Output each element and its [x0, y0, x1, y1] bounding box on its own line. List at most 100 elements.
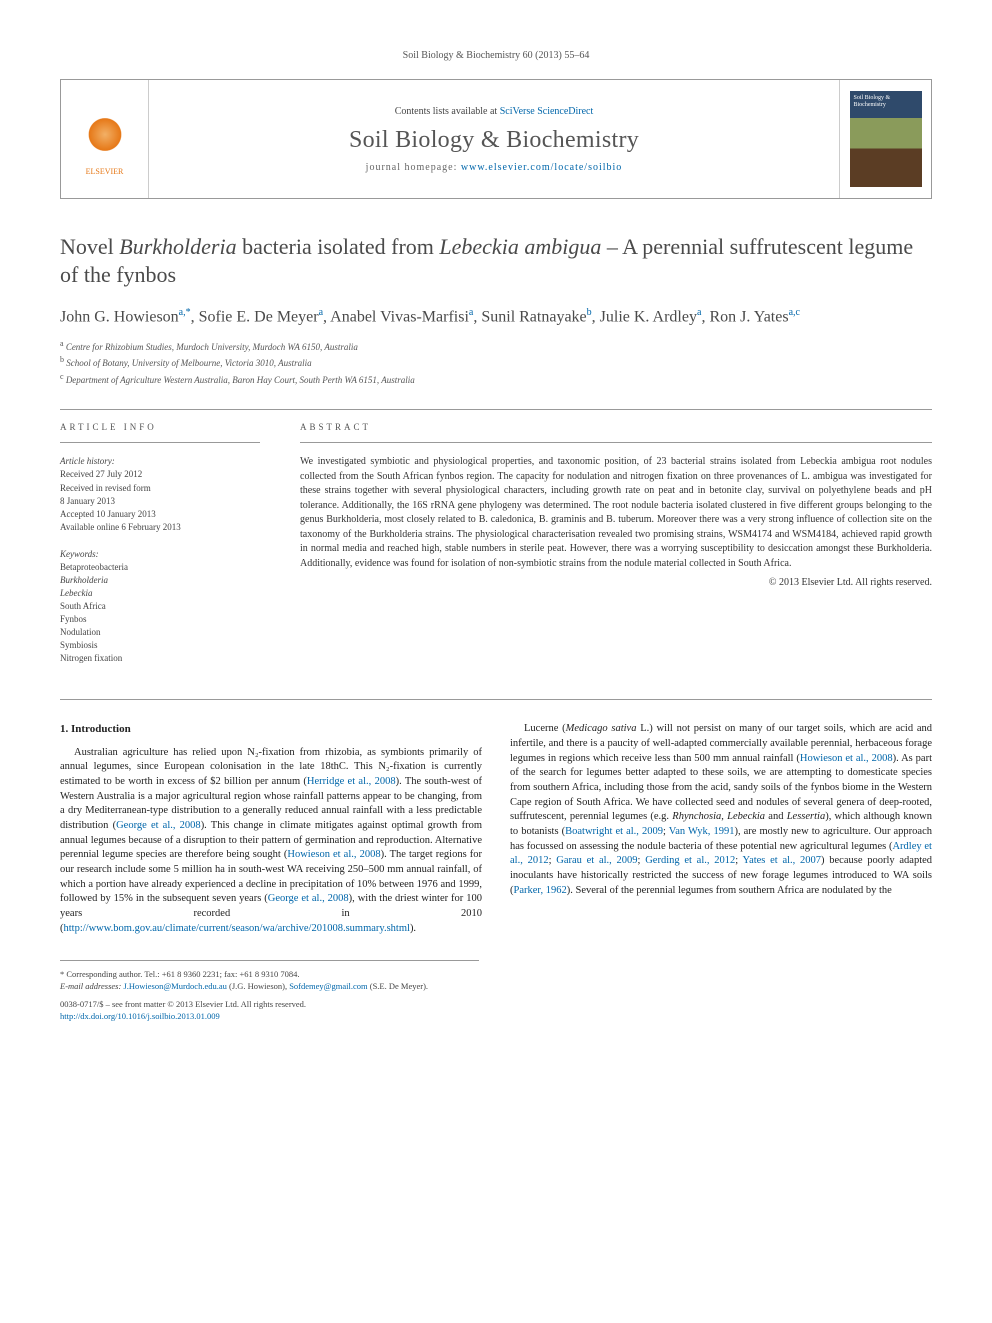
- citation-link[interactable]: Gerding et al., 2012: [645, 855, 735, 866]
- keyword: Betaproteobacteria: [60, 561, 260, 574]
- author-name: John G. Howieson: [60, 308, 179, 325]
- citation-link[interactable]: Yates et al., 2007: [743, 855, 822, 866]
- doi-block: 0038-0717/$ – see front matter © 2013 El…: [60, 999, 479, 1023]
- citation-link[interactable]: Boatwright et al., 2009: [565, 826, 663, 837]
- homepage-prefix: journal homepage:: [366, 162, 461, 173]
- citation-link[interactable]: Herridge et al., 2008: [307, 776, 396, 787]
- rule: [60, 442, 260, 443]
- title-italic: Lebeckia ambigua: [439, 234, 601, 259]
- url-link[interactable]: http://www.bom.gov.au/climate/current/se…: [64, 923, 410, 934]
- title-text: bacteria isolated from: [237, 234, 440, 259]
- homepage-link[interactable]: www.elsevier.com/locate/soilbio: [461, 162, 622, 173]
- corresponding-author: * Corresponding author. Tel.: +61 8 9360…: [60, 969, 479, 981]
- body-italic: Lebeckia: [727, 811, 765, 822]
- cover-thumbnail-cell: Soil Biology & Biochemistry: [839, 80, 931, 198]
- keyword: Nitrogen fixation: [60, 652, 260, 665]
- contents-prefix: Contents lists available at: [395, 106, 500, 117]
- doi-link[interactable]: http://dx.doi.org/10.1016/j.soilbio.2013…: [60, 1011, 220, 1021]
- citation-link[interactable]: George et al., 2008: [116, 820, 201, 831]
- body-text: ;: [735, 855, 742, 866]
- rule: [300, 442, 932, 443]
- body-columns: 1. Introduction Australian agriculture h…: [60, 722, 932, 936]
- email-who: (S.E. De Meyer).: [368, 981, 428, 991]
- publisher-logo-cell: ELSEVIER: [61, 80, 149, 198]
- email-link[interactable]: Sofdemey@gmail.com: [289, 981, 367, 991]
- title-italic: Burkholderia: [119, 234, 236, 259]
- affiliation: c Department of Agriculture Western Aust…: [60, 371, 932, 388]
- email-who: (J.G. Howieson),: [227, 981, 289, 991]
- author-list: John G. Howiesona,*, Sofie E. De Meyera,…: [60, 306, 932, 328]
- page: Soil Biology & Biochemistry 60 (2013) 55…: [0, 0, 992, 1073]
- article-info-head: ARTICLE INFO: [60, 422, 260, 432]
- author-affil-sup: b: [587, 307, 592, 318]
- citation-link[interactable]: George et al., 2008: [268, 893, 349, 904]
- journal-title: Soil Biology & Biochemistry: [349, 127, 639, 154]
- history-line: Received in revised form: [60, 482, 260, 495]
- keyword: Burkholderia: [60, 574, 260, 587]
- abstract-column: ABSTRACT We investigated symbiotic and p…: [300, 422, 932, 679]
- rule: [60, 409, 932, 410]
- email-line: E-mail addresses: J.Howieson@Murdoch.edu…: [60, 981, 479, 993]
- affiliation-list: a Centre for Rhizobium Studies, Murdoch …: [60, 338, 932, 388]
- history-line: Received 27 July 2012: [60, 468, 260, 481]
- publisher-name: ELSEVIER: [86, 167, 124, 176]
- email-link[interactable]: J.Howieson@Murdoch.edu.au: [123, 981, 226, 991]
- running-head: Soil Biology & Biochemistry 60 (2013) 55…: [60, 50, 932, 61]
- title-text: Novel: [60, 234, 119, 259]
- abstract-text: We investigated symbiotic and physiologi…: [300, 455, 932, 571]
- homepage-line: journal homepage: www.elsevier.com/locat…: [366, 162, 623, 173]
- section-heading: 1. Introduction: [60, 722, 482, 737]
- email-label: E-mail addresses:: [60, 981, 121, 991]
- front-matter-line: 0038-0717/$ – see front matter © 2013 El…: [60, 999, 479, 1011]
- body-text: Lucerne (: [524, 723, 566, 734]
- citation-link[interactable]: Garau et al., 2009: [556, 855, 637, 866]
- banner-center: Contents lists available at SciVerse Sci…: [149, 80, 839, 198]
- citation-link[interactable]: Van Wyk, 1991: [669, 826, 735, 837]
- citation-link[interactable]: Howieson et al., 2008: [287, 849, 380, 860]
- journal-banner: ELSEVIER Contents lists available at Sci…: [60, 79, 932, 199]
- affiliation: a Centre for Rhizobium Studies, Murdoch …: [60, 338, 932, 355]
- elsevier-tree-icon: [82, 117, 128, 167]
- info-abstract-row: ARTICLE INFO Article history: Received 2…: [60, 422, 932, 679]
- article-history-block: Article history: Received 27 July 2012Re…: [60, 455, 260, 533]
- author-affil-sup: a,*: [179, 307, 191, 318]
- author-name: Sofie E. De Meyer: [199, 308, 319, 325]
- body-text: ). Several of the perennial legumes from…: [567, 885, 892, 896]
- citation-link[interactable]: Parker, 1962: [514, 885, 567, 896]
- article-title: Novel Burkholderia bacteria isolated fro…: [60, 233, 932, 288]
- body-text: ).: [410, 923, 416, 934]
- sciencedirect-link[interactable]: SciVerse ScienceDirect: [500, 106, 594, 117]
- history-label: Article history:: [60, 455, 260, 468]
- author-name: Julie K. Ardley: [600, 308, 697, 325]
- journal-cover-thumbnail: Soil Biology & Biochemistry: [850, 91, 922, 187]
- body-text: and: [765, 811, 787, 822]
- keyword: Nodulation: [60, 626, 260, 639]
- author-affil-sup: a,c: [789, 307, 800, 318]
- article-info-column: ARTICLE INFO Article history: Received 2…: [60, 422, 260, 679]
- author-name: Sunil Ratnayake: [481, 308, 586, 325]
- author-affil-sup: a: [469, 307, 473, 318]
- abstract-head: ABSTRACT: [300, 422, 932, 432]
- author-affil-sup: a: [697, 307, 701, 318]
- history-line: 8 January 2013: [60, 495, 260, 508]
- keyword: Fynbos: [60, 613, 260, 626]
- keyword: Symbiosis: [60, 639, 260, 652]
- paragraph: Australian agriculture has relied upon N…: [60, 746, 482, 937]
- author-name: Ron J. Yates: [709, 308, 788, 325]
- elsevier-logo: ELSEVIER: [75, 102, 135, 176]
- abstract-copyright: © 2013 Elsevier Ltd. All rights reserved…: [300, 577, 932, 588]
- rule: [60, 699, 932, 700]
- body-italic: Rhynchosia: [672, 811, 721, 822]
- body-italic: Lessertia: [787, 811, 826, 822]
- footnotes: * Corresponding author. Tel.: +61 8 9360…: [60, 960, 479, 993]
- keywords-block: Keywords: BetaproteobacteriaBurkholderia…: [60, 548, 260, 665]
- contents-line: Contents lists available at SciVerse Sci…: [395, 106, 594, 117]
- citation-link[interactable]: Howieson et al., 2008: [800, 753, 893, 764]
- keyword: South Africa: [60, 600, 260, 613]
- history-line: Available online 6 February 2013: [60, 521, 260, 534]
- affiliation: b School of Botany, University of Melbou…: [60, 354, 932, 371]
- keyword: Lebeckia: [60, 587, 260, 600]
- keywords-label: Keywords:: [60, 548, 260, 561]
- paragraph: Lucerne (Medicago sativa L.) will not pe…: [510, 722, 932, 898]
- history-line: Accepted 10 January 2013: [60, 508, 260, 521]
